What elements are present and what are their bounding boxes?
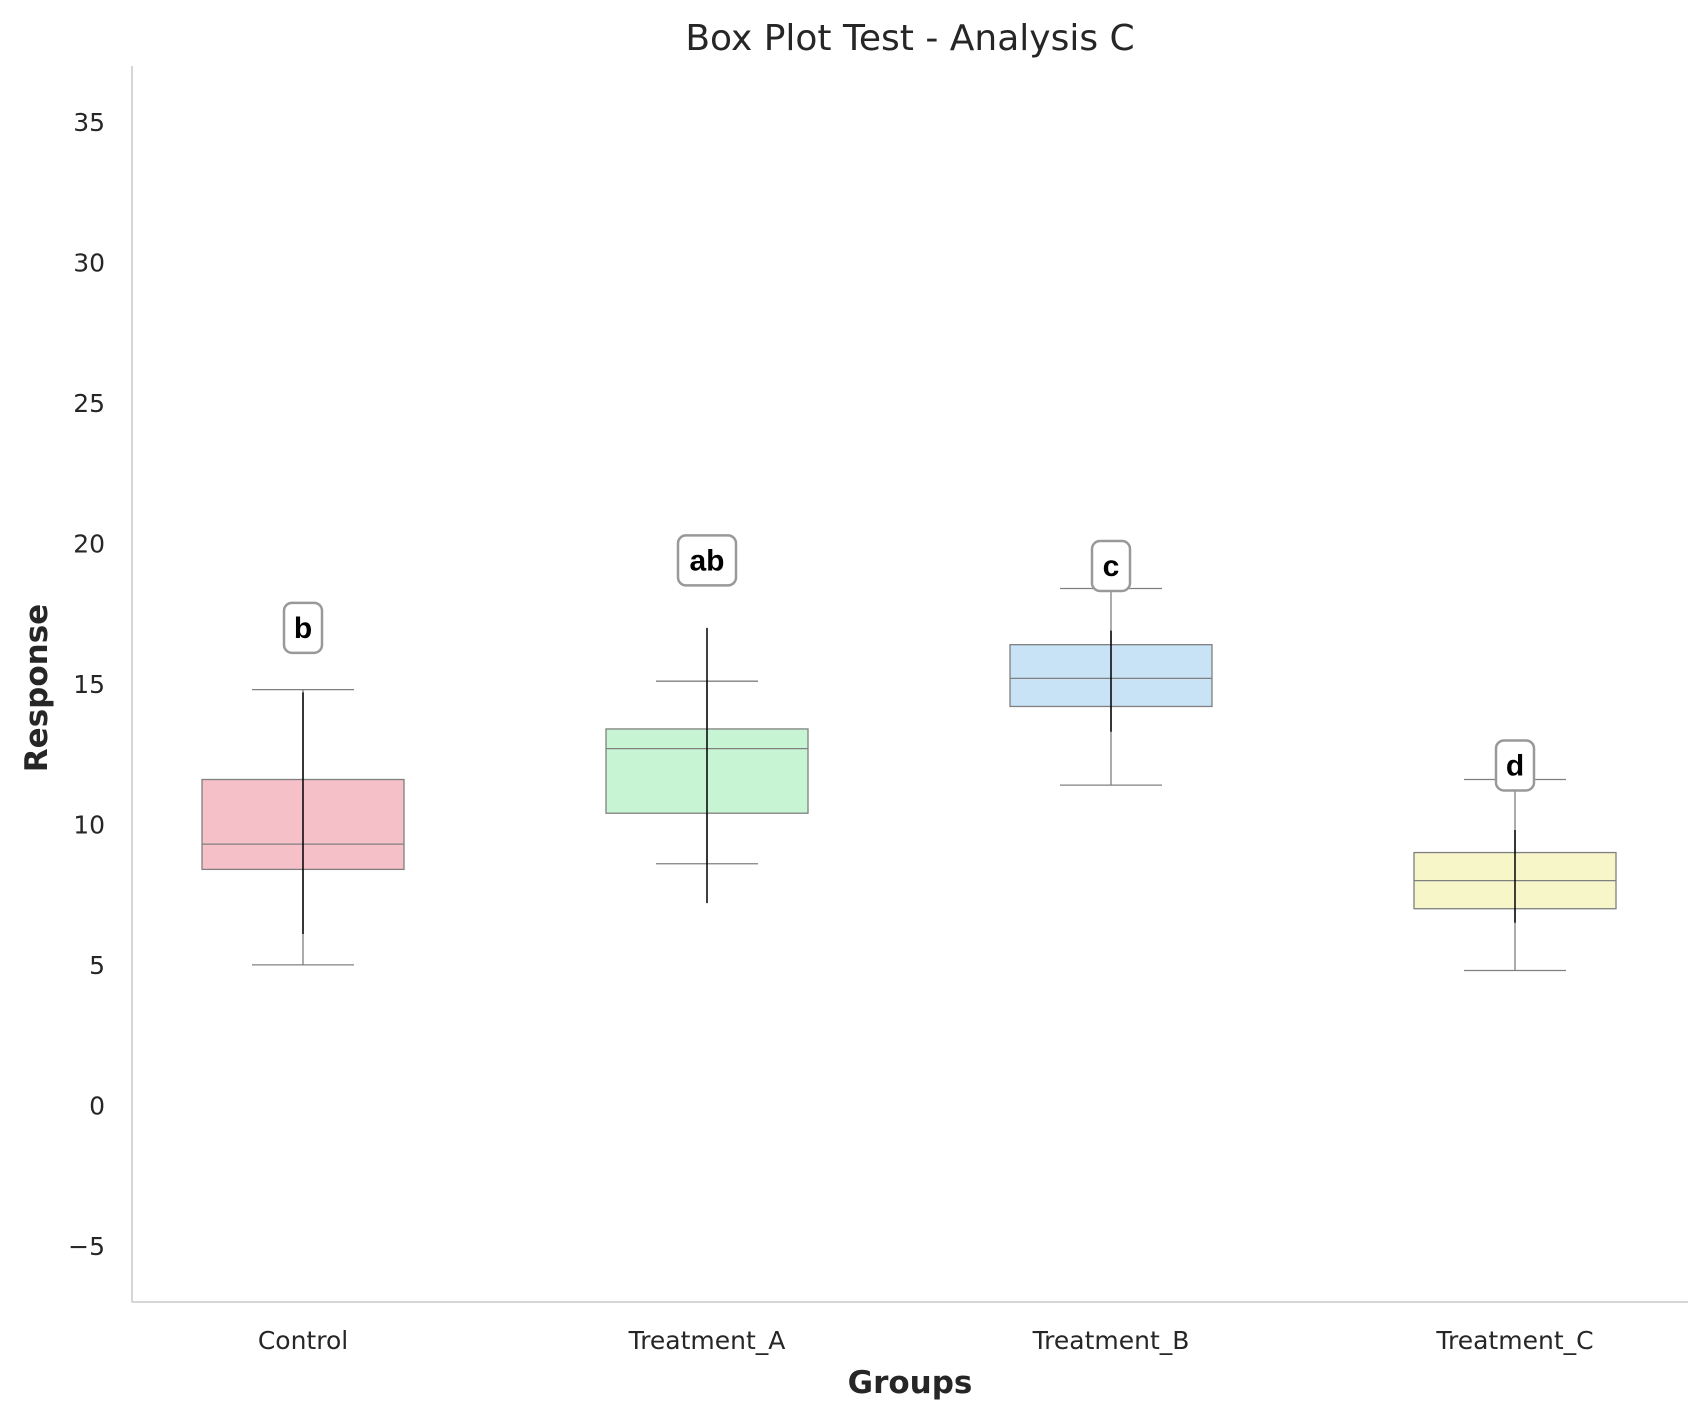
y-tick-label: −5 [68, 1232, 105, 1261]
x-tick-label: Treatment_A [628, 1326, 786, 1355]
y-tick-label: 10 [73, 810, 105, 839]
significance-letter-box [282, 601, 324, 655]
box-group-control: b [201, 601, 405, 966]
box-series: b ab c d [201, 534, 1617, 972]
y-tick-label: 20 [73, 530, 105, 559]
y-axis-label: Response [19, 604, 55, 772]
y-tick-label: 25 [73, 389, 105, 418]
significance-letter: ab [689, 544, 724, 577]
y-tick-label: 5 [89, 951, 105, 980]
significance-letter-box [1090, 539, 1132, 593]
box-group-treatment_c: d [1413, 739, 1617, 972]
x-tick-label: Treatment_B [1032, 1326, 1190, 1355]
x-tick-label: Treatment_C [1435, 1326, 1593, 1355]
chart-title: Box Plot Test - Analysis C [685, 18, 1134, 59]
significance-letter: c [1103, 550, 1120, 583]
y-tick-label: 15 [73, 670, 105, 699]
significance-letter: d [1506, 749, 1524, 782]
significance-letter-box [676, 534, 738, 587]
box-group-treatment_a: ab [605, 534, 809, 904]
significance-letter: b [294, 612, 312, 645]
x-tick-label: Control [258, 1326, 348, 1355]
x-axis-label: Groups [848, 1365, 973, 1401]
y-tick-label: 0 [89, 1091, 105, 1120]
x-tick-labels: Control Treatment_A Treatment_B Treatment_C [258, 1326, 1594, 1355]
box-group-treatment_b: c [1009, 539, 1213, 786]
y-tick-labels: −5 0 5 10 15 20 25 30 35 [68, 108, 105, 1261]
y-tick-label: 30 [73, 249, 105, 278]
significance-letter-box [1494, 739, 1536, 792]
y-tick-label: 35 [73, 108, 105, 137]
